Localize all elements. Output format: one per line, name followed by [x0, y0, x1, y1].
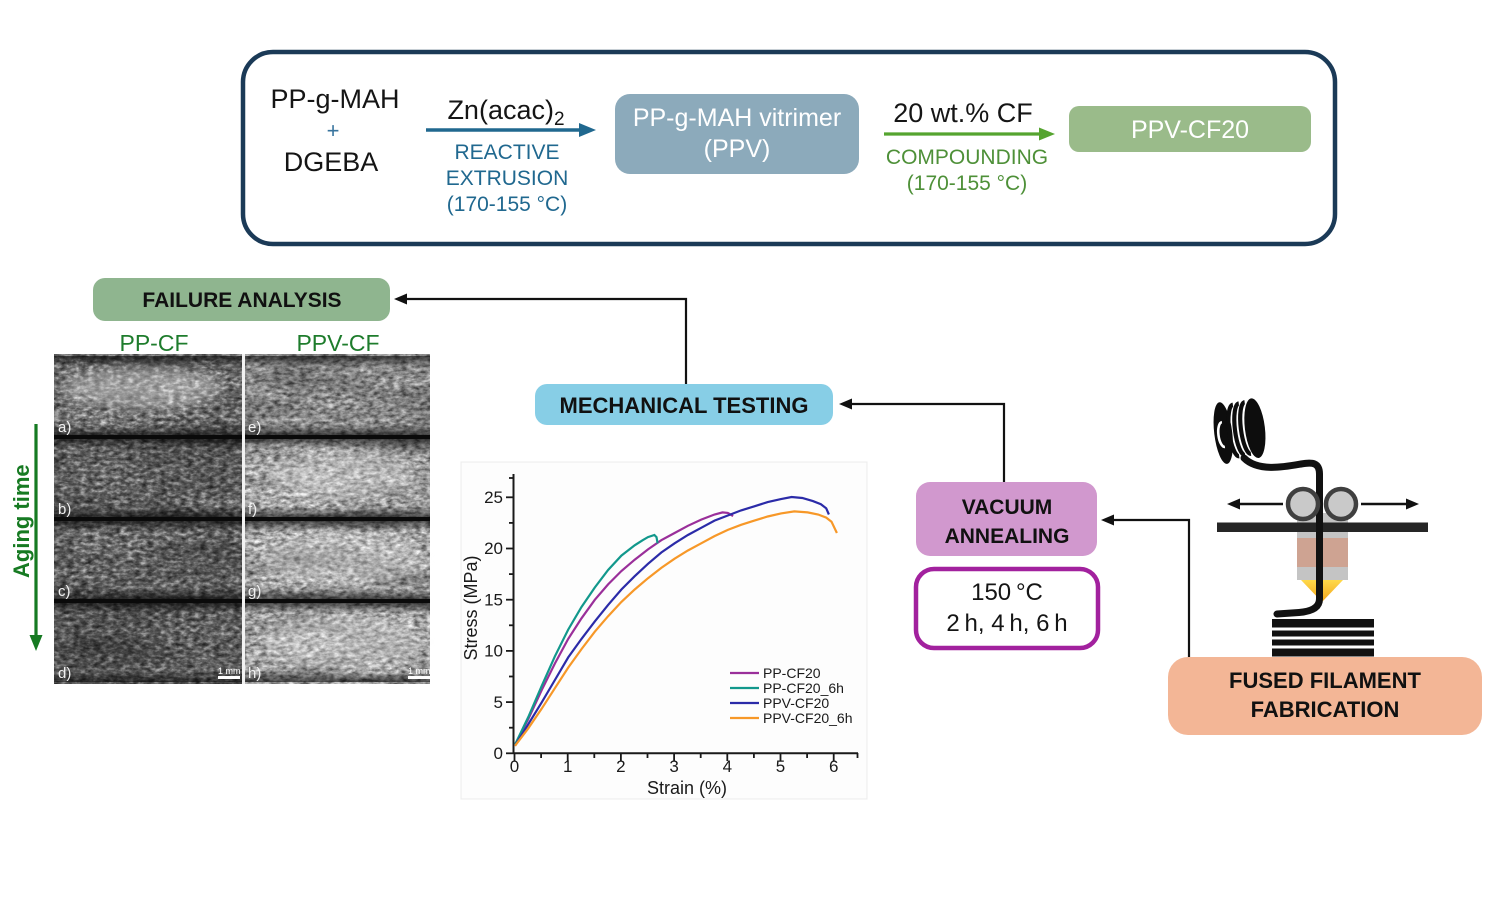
svg-text:REACTIVE: REACTIVE: [454, 141, 559, 164]
svg-text:1 mm: 1 mm: [218, 666, 241, 676]
svg-text:+: +: [327, 118, 340, 143]
svg-text:d): d): [58, 665, 71, 682]
svg-text:PPV-CF20_6h: PPV-CF20_6h: [763, 710, 853, 726]
svg-text:PP-CF: PP-CF: [120, 330, 189, 356]
svg-text:20: 20: [484, 539, 503, 558]
svg-text:1: 1: [563, 757, 572, 776]
svg-text:15: 15: [484, 590, 503, 609]
svg-text:DGEBA: DGEBA: [284, 147, 379, 177]
svg-text:150 °C: 150 °C: [971, 579, 1043, 606]
svg-text:2: 2: [616, 757, 625, 776]
svg-text:f): f): [248, 501, 257, 518]
svg-text:6: 6: [829, 757, 838, 776]
svg-text:0: 0: [494, 744, 503, 763]
svg-text:e): e): [248, 419, 261, 436]
svg-text:5: 5: [776, 757, 785, 776]
svg-text:h): h): [248, 665, 261, 682]
svg-text:Strain (%): Strain (%): [647, 778, 727, 798]
svg-text:MECHANICAL TESTING: MECHANICAL TESTING: [560, 393, 809, 418]
svg-text:ANNEALING: ANNEALING: [945, 525, 1070, 548]
svg-text:PPV-CF: PPV-CF: [296, 330, 379, 356]
svg-text:0: 0: [510, 757, 519, 776]
svg-text:Aging time: Aging time: [9, 464, 34, 578]
svg-text:4: 4: [723, 757, 732, 776]
svg-text:FAILURE ANALYSIS: FAILURE ANALYSIS: [142, 289, 341, 312]
svg-text:c): c): [58, 583, 71, 600]
svg-text:10: 10: [484, 642, 503, 661]
svg-text:(170-155 °C): (170-155 °C): [907, 172, 1027, 195]
svg-text:20 wt.% CF: 20 wt.% CF: [893, 98, 1033, 128]
svg-text:2 h, 4 h, 6 h: 2 h, 4 h, 6 h: [946, 610, 1067, 637]
svg-text:(170-155 °C): (170-155 °C): [447, 193, 567, 216]
svg-text:PP-CF20: PP-CF20: [763, 665, 821, 681]
svg-text:FABRICATION: FABRICATION: [1251, 697, 1400, 722]
svg-text:EXTRUSION: EXTRUSION: [446, 167, 569, 190]
svg-text:1 mm: 1 mm: [408, 666, 431, 676]
svg-text:25: 25: [484, 488, 503, 507]
svg-text:PP-g-MAH: PP-g-MAH: [270, 84, 399, 114]
svg-text:a): a): [58, 419, 71, 436]
svg-text:PP-g-MAH vitrimer: PP-g-MAH vitrimer: [633, 104, 841, 132]
svg-text:COMPOUNDING: COMPOUNDING: [886, 146, 1048, 169]
svg-text:FUSED FILAMENT: FUSED FILAMENT: [1229, 668, 1421, 693]
svg-text:3: 3: [669, 757, 678, 776]
svg-text:PPV-CF20: PPV-CF20: [763, 695, 829, 711]
svg-text:PPV-CF20: PPV-CF20: [1131, 116, 1249, 144]
svg-text:b): b): [58, 501, 71, 518]
svg-text:5: 5: [494, 693, 503, 712]
svg-text:Stress (MPa): Stress (MPa): [461, 555, 481, 660]
svg-text:Zn(acac)2: Zn(acac)2: [447, 95, 564, 130]
svg-text:VACUUM: VACUUM: [962, 496, 1053, 519]
svg-text:g): g): [248, 583, 261, 600]
svg-text:PP-CF20_6h: PP-CF20_6h: [763, 680, 844, 696]
svg-text:(PPV): (PPV): [704, 135, 771, 163]
